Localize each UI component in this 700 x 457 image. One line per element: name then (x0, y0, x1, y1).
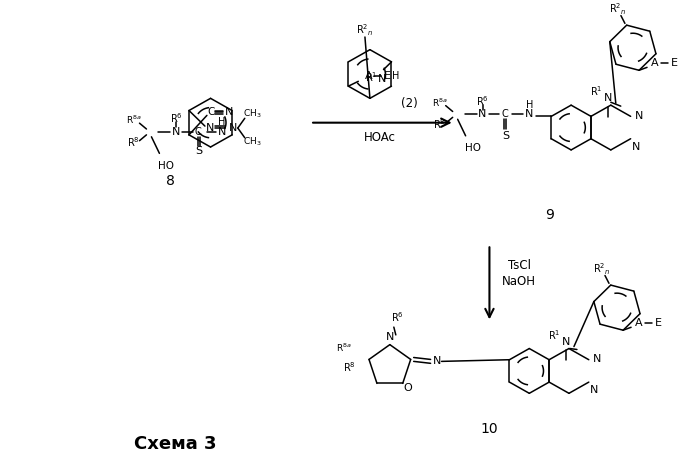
Text: HOAc: HOAc (364, 131, 395, 144)
Text: R$^8$: R$^8$ (127, 135, 140, 149)
Text: CH$_3$: CH$_3$ (244, 135, 262, 148)
Text: N: N (225, 107, 233, 117)
Text: N: N (631, 142, 640, 152)
Text: N: N (593, 354, 601, 364)
Text: 10: 10 (481, 422, 498, 436)
Text: N: N (433, 356, 441, 367)
Text: R$^1$: R$^1$ (548, 328, 560, 342)
Text: (2): (2) (401, 97, 418, 110)
Text: R$^8$: R$^8$ (343, 360, 356, 374)
Text: C: C (195, 127, 202, 137)
Text: A: A (635, 319, 643, 329)
Text: 8: 8 (167, 174, 175, 188)
Text: HO: HO (465, 143, 481, 154)
Text: N: N (206, 123, 214, 133)
Text: N: N (634, 111, 643, 121)
Text: R$^2$$_n$: R$^2$$_n$ (356, 22, 374, 38)
Text: R$^1$: R$^1$ (589, 85, 602, 98)
Text: N: N (562, 337, 570, 347)
Text: TsCl: TsCl (508, 259, 531, 272)
Text: S: S (502, 131, 509, 141)
Text: R$^2$$_n$: R$^2$$_n$ (609, 1, 626, 16)
Text: R$^{8a}$: R$^{8a}$ (125, 114, 141, 127)
Text: N: N (218, 127, 226, 137)
Text: N: N (229, 123, 237, 133)
Text: N: N (172, 127, 181, 137)
Text: C: C (501, 109, 508, 119)
Text: N: N (386, 332, 394, 342)
Text: N: N (603, 93, 612, 103)
Text: N: N (478, 109, 486, 119)
Text: N: N (525, 109, 533, 119)
Text: R$^6$: R$^6$ (476, 94, 489, 108)
Text: R$^6$: R$^6$ (170, 112, 183, 125)
Text: NaOH: NaOH (503, 275, 536, 288)
Text: E: E (384, 71, 391, 81)
Text: R$^8$: R$^8$ (433, 117, 446, 131)
Text: R$^1$: R$^1$ (365, 70, 378, 84)
Text: S: S (196, 146, 203, 156)
Text: R$^6$: R$^6$ (391, 310, 404, 324)
Text: R$^{8a}$: R$^{8a}$ (432, 96, 447, 109)
Text: 9: 9 (545, 208, 554, 222)
Text: E: E (671, 58, 678, 69)
Text: N: N (589, 385, 598, 395)
Text: H: H (526, 100, 533, 110)
Text: R$^2$$_n$: R$^2$$_n$ (594, 261, 610, 276)
Text: R$^{8a}$: R$^{8a}$ (336, 341, 352, 354)
Text: HO: HO (158, 161, 174, 171)
Text: E: E (654, 319, 661, 329)
Text: H: H (392, 71, 399, 81)
Text: Схема 3: Схема 3 (134, 435, 217, 453)
Text: N: N (378, 74, 386, 85)
Text: O: O (403, 383, 412, 393)
Text: A: A (365, 71, 372, 81)
Text: H: H (218, 117, 226, 127)
Text: A: A (651, 58, 659, 69)
Text: C: C (207, 107, 215, 117)
Text: CH$_3$: CH$_3$ (244, 107, 262, 120)
